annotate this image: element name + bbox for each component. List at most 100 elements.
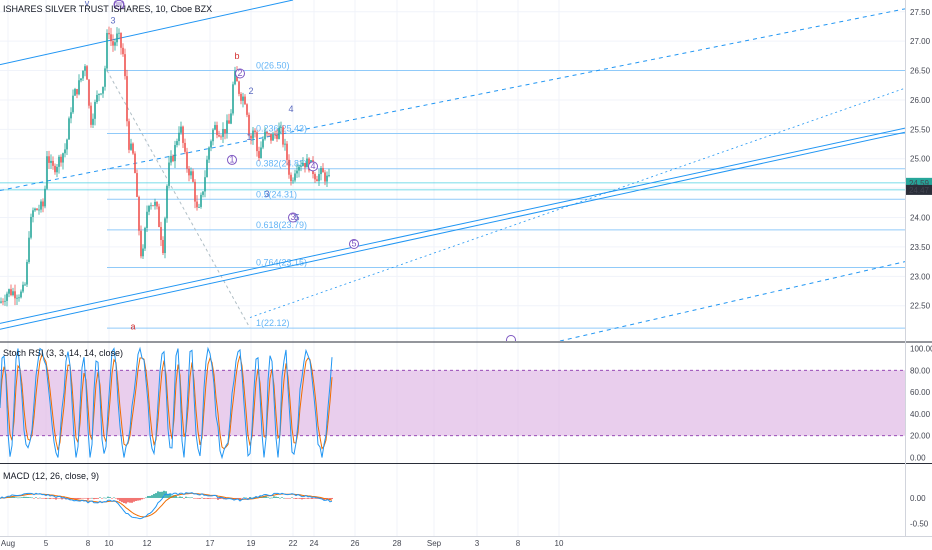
- macd-hist-bar: [293, 497, 295, 499]
- macd-hist-bar: [283, 497, 285, 499]
- candle-body: [52, 160, 54, 166]
- candle-body: [216, 125, 218, 136]
- candle-body: [58, 156, 60, 167]
- candle-body: [214, 125, 216, 130]
- price-tick-label: 26.50: [910, 67, 931, 76]
- macd-hist-bar: [25, 496, 27, 498]
- macd-hist-bar: [219, 497, 221, 499]
- candle-body: [28, 237, 30, 263]
- time-tick-label: 24: [310, 539, 319, 548]
- stoch-tick-label: 100.00: [910, 344, 932, 353]
- macd-hist-bar: [101, 497, 103, 499]
- candle-body: [44, 188, 46, 207]
- candle-body: [192, 171, 194, 182]
- macd-hist-bar: [169, 493, 171, 498]
- candle-body: [264, 131, 266, 140]
- candle-body: [94, 102, 96, 119]
- candle-body: [62, 153, 64, 163]
- candle-body: [32, 210, 34, 217]
- macd-hist-bar: [31, 497, 33, 499]
- macd-pane[interactable]: [0, 490, 333, 520]
- candle-body: [170, 155, 172, 163]
- macd-hist-bar: [221, 497, 223, 499]
- macd-hist-bar: [205, 497, 207, 499]
- stoch-d-line: [0, 353, 333, 451]
- wave-label-circle: [506, 335, 516, 341]
- macd-hist-bar: [121, 497, 123, 503]
- wave-label: a: [130, 321, 135, 331]
- candle-body: [258, 151, 260, 158]
- candle-body: [234, 71, 236, 85]
- stoch-rsi-pane[interactable]: [0, 346, 905, 460]
- candle-body: [34, 208, 36, 211]
- macd-hist-bar: [103, 497, 105, 499]
- candle-body: [136, 173, 138, 197]
- candle-body: [50, 160, 52, 163]
- trend-lines[interactable]: [0, 0, 905, 341]
- candle-body: [38, 209, 40, 211]
- macd-hist-bar: [155, 493, 157, 498]
- candle-body: [18, 297, 20, 299]
- macd-tick-label: 0.00: [910, 494, 926, 503]
- macd-hist-bar: [199, 497, 201, 499]
- price-pane[interactable]: 0(26.50) 0.236(25.43) 0.382(24.83) 0.5(24.3…: [0, 0, 905, 344]
- chart-title[interactable]: ISHARES SILVER TRUST ISHARES, 10, Cboe B…: [3, 4, 212, 14]
- candle-body: [186, 151, 188, 169]
- candle-body: [128, 121, 130, 150]
- candle-body: [20, 291, 22, 298]
- macd-hist-bar: [217, 497, 219, 500]
- price-tick-label: 25.50: [910, 125, 931, 134]
- fib-level-label: 1(22.12): [256, 318, 290, 328]
- macd-axis[interactable]: 0.00 -0.50: [910, 494, 929, 528]
- time-tick-label: Aug: [1, 539, 15, 548]
- macd-hist-bar: [331, 497, 333, 500]
- macd-hist-bar: [163, 490, 165, 498]
- candle-body: [108, 32, 110, 35]
- candle-body: [42, 201, 44, 207]
- macd-hist-bar: [251, 497, 253, 499]
- macd-hist-bar: [83, 497, 85, 499]
- candle-body: [158, 206, 160, 227]
- macd-hist-bar: [279, 497, 281, 499]
- candle-body: [294, 173, 296, 181]
- macd-hist-bar: [185, 496, 187, 498]
- macd-hist-bar: [21, 497, 23, 498]
- fib-level-label: 0.618(23.79): [256, 220, 307, 230]
- candle-body: [16, 297, 18, 299]
- wave-label: 3: [290, 212, 295, 222]
- macd-hist-bar: [45, 497, 47, 499]
- fib-level-label: 0(26.50): [256, 61, 290, 71]
- candle-body: [232, 84, 234, 114]
- price-tick-label: 23.50: [910, 243, 931, 252]
- time-tick-label: 26: [351, 539, 360, 548]
- candle-body: [12, 291, 14, 296]
- macd-hist-bar: [11, 496, 13, 498]
- macd-hist-bar: [167, 493, 169, 498]
- macd-hist-bar: [39, 497, 41, 499]
- candle-body: [54, 165, 56, 173]
- time-axis[interactable]: Aug 5 8 10 12 17 19 22 24 26 28 Sep 3 8 10: [1, 539, 564, 548]
- wave-label: 4: [310, 161, 315, 171]
- candle-body: [326, 175, 328, 182]
- macd-hist-bar: [263, 496, 265, 498]
- macd-hist-bar: [69, 497, 71, 500]
- candle-body: [78, 80, 80, 95]
- stoch-title[interactable]: Stoch RSI (3, 3, 14, 14, close): [3, 348, 123, 358]
- macd-hist-bar: [285, 497, 287, 499]
- candle-body: [30, 216, 32, 238]
- macd-hist-bar: [215, 497, 217, 499]
- candle-body: [246, 104, 248, 115]
- time-tick-label: 22: [289, 539, 298, 548]
- stoch-axis[interactable]: 100.00 80.00 60.00 40.00 20.00 0.00: [910, 344, 932, 462]
- candle-body: [210, 141, 212, 148]
- candle-body: [262, 139, 264, 148]
- candle-body: [114, 42, 116, 46]
- macd-title[interactable]: MACD (12, 26, close, 9): [3, 471, 99, 481]
- candle-body: [194, 181, 196, 202]
- candle-body: [144, 227, 146, 249]
- macd-hist-bar: [141, 497, 143, 500]
- candle-body: [86, 66, 88, 80]
- candle-body: [208, 147, 210, 160]
